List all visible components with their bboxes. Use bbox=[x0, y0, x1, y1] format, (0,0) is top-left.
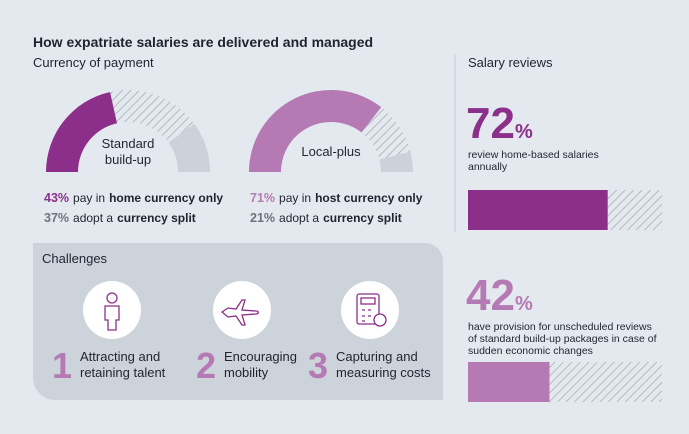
legend-name: host currency only bbox=[315, 191, 423, 205]
value-label: 72% bbox=[466, 99, 533, 148]
donut-segment bbox=[110, 90, 195, 143]
challenge-number: 3 bbox=[308, 345, 328, 386]
challenges-title: Challenges bbox=[42, 251, 108, 266]
value-label: 21% bbox=[250, 211, 275, 225]
bar bbox=[468, 190, 608, 230]
donut-label: Standard bbox=[102, 136, 155, 151]
section-heading: Salary reviews bbox=[468, 55, 553, 70]
legend-entry: 37% adopt a currency split bbox=[44, 211, 196, 225]
section-heading: Currency of payment bbox=[33, 55, 154, 70]
value-label: 37% bbox=[44, 211, 69, 225]
legend-prefix: adopt a bbox=[279, 211, 319, 225]
donut-rest bbox=[379, 151, 413, 172]
value-label: 42% bbox=[466, 271, 533, 320]
description: sudden economic changes bbox=[468, 345, 593, 357]
value-label: 71% bbox=[250, 191, 275, 205]
challenge-label: Capturing and bbox=[336, 349, 418, 364]
challenge-number: 2 bbox=[196, 345, 216, 386]
description: of standard build-up packages in case of bbox=[468, 333, 657, 345]
challenge-label: Encouraging bbox=[224, 349, 297, 364]
legend-prefix: adopt a bbox=[73, 211, 113, 225]
legend-name: currency split bbox=[117, 211, 196, 225]
legend-prefix: pay in bbox=[279, 191, 311, 205]
donut-segment bbox=[249, 90, 382, 172]
legend-entry: 43% pay in home currency only bbox=[44, 191, 223, 205]
description: have provision for unscheduled reviews bbox=[468, 321, 652, 333]
challenge-number: 1 bbox=[52, 345, 72, 386]
legend-name: currency split bbox=[323, 211, 402, 225]
donut-label: build-up bbox=[105, 152, 151, 167]
donut-label: Local-plus bbox=[301, 144, 361, 159]
challenge-label: measuring costs bbox=[336, 365, 431, 380]
challenge-label: mobility bbox=[224, 365, 269, 380]
legend-entry: 21% adopt a currency split bbox=[250, 211, 402, 225]
challenge-label: Attracting and bbox=[80, 349, 160, 364]
legend-prefix: pay in bbox=[73, 191, 105, 205]
description: annually bbox=[468, 161, 508, 173]
icons bbox=[83, 281, 399, 339]
legend-name: home currency only bbox=[109, 191, 223, 205]
description: review home-based salaries bbox=[468, 149, 599, 161]
bar bbox=[468, 362, 550, 402]
donut-segment bbox=[46, 91, 118, 172]
donut-segment bbox=[361, 107, 411, 160]
challenge-label: retaining talent bbox=[80, 365, 166, 380]
donut-rest bbox=[168, 123, 210, 172]
title: How expatriate salaries are delivered an… bbox=[33, 34, 373, 50]
legend-entry: 71% pay in host currency only bbox=[250, 191, 423, 205]
value-label: 43% bbox=[44, 191, 69, 205]
